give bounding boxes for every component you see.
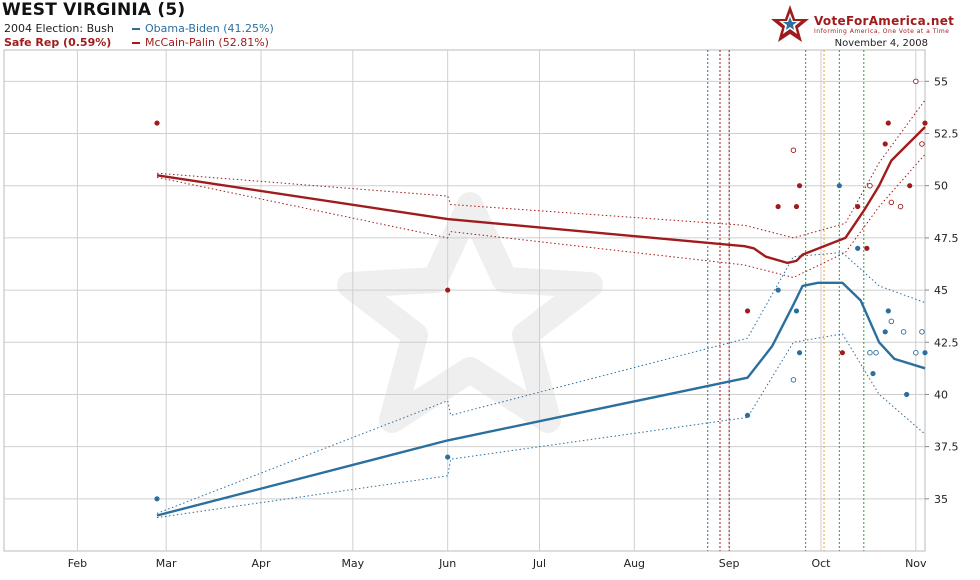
x-tick-label: Aug [624, 557, 645, 570]
rep-poll-point [882, 141, 888, 147]
dem-band-lower [156, 333, 926, 519]
rep-poll-point [897, 203, 904, 210]
dem-poll-point [870, 370, 876, 377]
dem-poll-point [873, 349, 879, 356]
legend-swatch-rep [132, 42, 140, 44]
dem-poll-point [790, 377, 797, 383]
brand-name: VoteForAmerica.net [814, 14, 955, 28]
y-tick-label: 40 [934, 388, 948, 401]
legend-label-rep: McCain-Palin (52.81%) [145, 36, 269, 49]
dem-poll-point [445, 454, 451, 460]
rep-poll-point [885, 120, 891, 126]
y-tick-label: 55 [934, 75, 948, 88]
dem-poll-point [775, 287, 781, 293]
axis-labels: 35 37.5 40 42.5 45 47.5 50 52.5 55 Feb Mar Apr May Ju… [68, 75, 959, 570]
y-tick-label: 37.5 [934, 441, 959, 454]
dem-poll-point [885, 308, 891, 314]
chart-grid [3, 49, 929, 552]
rep-poll-point [855, 203, 861, 210]
x-tick-label: Oct [811, 557, 831, 570]
x-tick-label: Nov [905, 557, 927, 570]
rep-poll-point [888, 199, 895, 206]
chart-date: November 4, 2008 [834, 38, 928, 49]
dem-poll-point [919, 329, 925, 335]
rep-poll-point [867, 182, 873, 189]
brand-tagline: Informing America, One Vote at a Time [814, 28, 950, 35]
dem-poll-point [744, 412, 751, 418]
race-status-label: Safe Rep (0.59%) [4, 36, 112, 49]
chart-title: WEST VIRGINIA (5) [2, 0, 186, 20]
poll-points [154, 78, 928, 502]
x-tick-label: Mar [156, 557, 177, 570]
rep-poll-point [154, 120, 160, 126]
plot-frame [3, 49, 926, 552]
rep-band-lower [156, 154, 926, 279]
legend-item-rep: McCain-Palin (52.81%) [132, 36, 269, 49]
y-tick-label: 47.5 [934, 232, 959, 245]
dem-trend-line [156, 281, 926, 517]
x-tick-label: Jul [532, 557, 546, 570]
rep-poll-point [839, 350, 845, 356]
dem-poll-point [867, 349, 873, 356]
x-tick-label: Sep [719, 557, 740, 570]
rep-poll-point [775, 203, 781, 210]
dem-poll-point [913, 349, 919, 356]
dem-band-upper [156, 251, 926, 514]
dem-poll-point [793, 308, 800, 314]
rep-poll-point [913, 78, 919, 85]
dem-poll-point [922, 350, 928, 356]
star-watermark-icon [337, 192, 603, 433]
rep-poll-point [919, 141, 925, 147]
dem-poll-point [904, 391, 910, 398]
x-tick-label: Feb [68, 557, 87, 570]
dem-poll-point [836, 183, 842, 189]
rep-poll-point [790, 147, 797, 153]
confidence-bands [156, 99, 926, 519]
rep-poll-point [793, 203, 800, 210]
y-tick-label: 42.5 [934, 336, 959, 349]
rep-poll-point [907, 183, 913, 189]
star-logo-icon [771, 5, 809, 42]
dem-poll-point [855, 245, 861, 251]
y-tick-label: 52.5 [934, 128, 959, 141]
brand-logo[interactable]: VoteForAmerica.net Informing America, On… [768, 2, 978, 46]
y-tick-label: 35 [934, 493, 948, 506]
rep-band-upper [156, 99, 926, 239]
dem-poll-point [888, 318, 895, 325]
legend-swatch-dem [132, 28, 140, 30]
rep-poll-point [445, 287, 451, 293]
dem-poll-point [882, 329, 888, 335]
y-tick-label: 45 [934, 284, 948, 297]
legend-label-dem: Obama-Biden (41.25%) [145, 22, 274, 35]
rep-poll-point [796, 183, 803, 189]
rep-poll-point [864, 245, 870, 251]
rep-poll-point [922, 120, 928, 126]
election-2004-label: 2004 Election: Bush [4, 22, 114, 35]
x-tick-label: Apr [252, 557, 272, 570]
x-tick-label: May [341, 557, 364, 570]
event-lines [707, 50, 865, 551]
x-tick-label: Jun [438, 557, 456, 570]
rep-trend-line [156, 126, 926, 265]
trend-lines [156, 126, 926, 517]
dem-poll-point [154, 496, 160, 502]
rep-poll-point [744, 308, 751, 314]
dem-poll-point [900, 329, 907, 335]
y-tick-label: 50 [934, 180, 948, 193]
dem-poll-point [796, 350, 803, 356]
legend-item-dem: Obama-Biden (41.25%) [132, 22, 274, 35]
